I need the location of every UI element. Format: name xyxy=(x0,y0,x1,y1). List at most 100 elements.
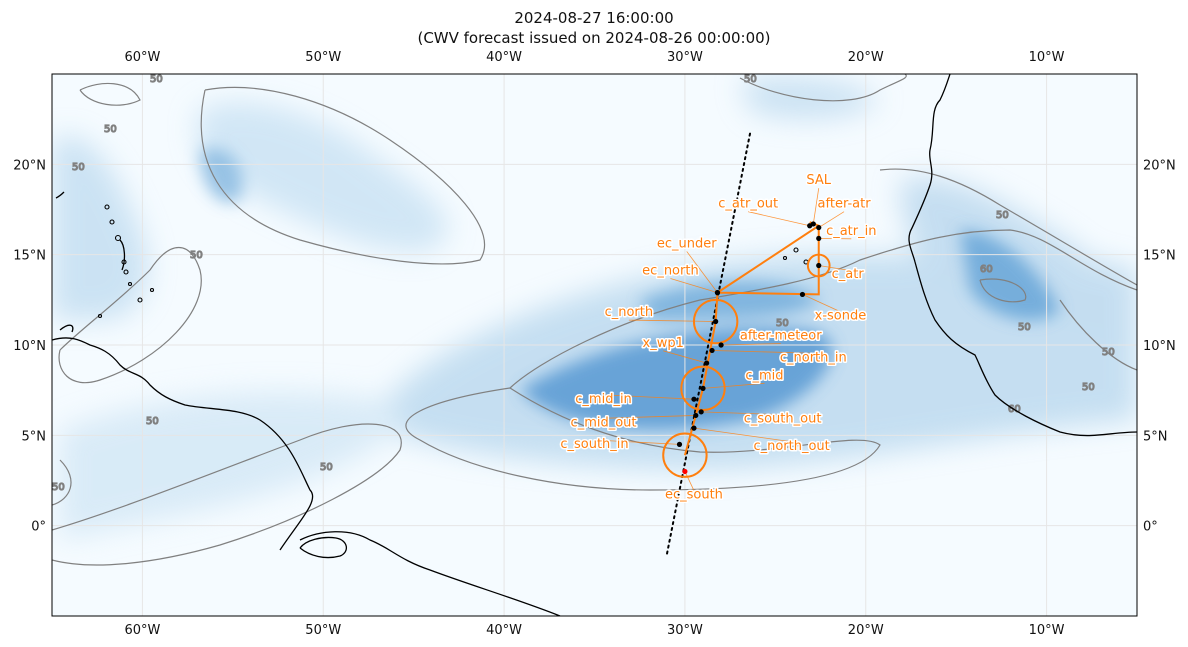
contour-label: 50 xyxy=(150,74,163,85)
waypoint-label-sal: SAL xyxy=(806,173,831,188)
lon-tick-label-top: 40°W xyxy=(486,50,522,65)
waypoint-c-north-out xyxy=(691,425,697,431)
contour-label: 60 xyxy=(980,264,993,275)
leader-after-atr xyxy=(818,211,845,228)
waypoint-label-c-south-out: c_south_out xyxy=(744,412,822,427)
waypoint-c-south-in xyxy=(676,441,683,447)
lat-tick-label-right: 0° xyxy=(1143,520,1158,535)
lat-tick-label-right: 5°N xyxy=(1143,429,1168,444)
contour-label: 50 xyxy=(776,318,789,329)
axis-ticks: 60°W 60°W 50°W 50°W 40°W 40°W 30°W 30°W 20°W 20°W… xyxy=(13,50,1176,638)
waypoint-ec-north xyxy=(714,290,721,296)
contour-label: 50 xyxy=(996,210,1009,221)
contour-label: 50 xyxy=(146,416,159,427)
waypoint-label-c-mid: c_mid xyxy=(745,368,783,383)
leader-c-mid xyxy=(702,382,765,389)
leader-c-atr-out xyxy=(748,211,810,227)
lon-tick-label-bottom: 30°W xyxy=(667,623,703,638)
leader-c-south-in xyxy=(594,439,680,445)
lat-tick-label-left: 0° xyxy=(31,520,46,535)
lon-tick-label-top: 60°W xyxy=(124,50,160,65)
lon-tick-label-top: 20°W xyxy=(848,50,884,65)
graticule xyxy=(52,74,1137,616)
lon-tick-label-bottom: 60°W xyxy=(124,623,160,638)
waypoint-label-after-meteor: after-meteor xyxy=(740,329,822,344)
contour-label: 50 xyxy=(1102,347,1115,358)
waypoint-label-ec-north: ec_north xyxy=(642,264,699,279)
waypoint-c-atr xyxy=(816,262,822,269)
waypoint-x-wp1 xyxy=(704,360,710,366)
map-frame xyxy=(51,73,1138,617)
leader-x-sonde xyxy=(802,294,841,313)
flight-track xyxy=(683,221,821,456)
lat-tick-label-left: 5°N xyxy=(22,429,47,444)
figure-title-line1: 2024-08-27 16:00:00 xyxy=(514,9,674,27)
coastlines xyxy=(52,74,1137,616)
figure-title-line2: (CWV forecast issued on 2024-08-26 00:00… xyxy=(417,29,771,47)
lon-tick-label-top: 30°W xyxy=(667,50,703,65)
leader-ec-north xyxy=(670,278,718,293)
waypoint-c-atr-in xyxy=(816,235,822,242)
waypoint-c-north-in xyxy=(709,347,715,354)
lat-tick-label-left: 10°N xyxy=(13,339,46,354)
leader-c-north-in xyxy=(712,350,814,354)
waypoint-c-mid xyxy=(700,385,706,391)
leader-ec-under xyxy=(686,251,718,293)
waypoint-label-x-sonde: x-sonde xyxy=(815,309,867,324)
lat-tick-label-right: 20°N xyxy=(1143,158,1176,173)
waypoint-after-atr xyxy=(816,224,822,231)
waypoint-label-ec-under: ec_under xyxy=(657,236,717,251)
waypoint-label-c-north-out: c_north_out xyxy=(753,439,829,454)
contour-label: 50 xyxy=(190,250,203,261)
leader-c-north-out xyxy=(693,427,792,443)
flight-circle-c-atr xyxy=(806,253,831,278)
waypoints-layer: SAL c_atr_out after-atr c_atr_in c_atr x-sond… xyxy=(559,172,878,504)
contour-label: 50 xyxy=(1082,382,1095,393)
waypoint-c-north xyxy=(713,318,719,325)
waypoint-label-ec-south: ec_south xyxy=(665,488,723,503)
leader-c-north xyxy=(628,319,716,322)
lon-tick-label-bottom: 50°W xyxy=(305,623,341,638)
lon-tick-label-top: 10°W xyxy=(1029,50,1065,65)
contour-label: 50 xyxy=(744,74,757,85)
waypoint-x-sonde xyxy=(799,291,806,298)
leader-c-mid-out xyxy=(603,415,696,419)
waypoint-label-c-north-in: c_north_in xyxy=(780,350,847,365)
lon-tick-label-bottom: 20°W xyxy=(848,623,884,638)
lat-tick-label-left: 15°N xyxy=(13,249,46,264)
lon-tick-label-bottom: 40°W xyxy=(486,623,522,638)
waypoint-c-atr-out xyxy=(807,223,813,229)
waypoint-label-c-mid-out: c_mid_out xyxy=(571,415,637,430)
waypoint-label-after-atr: after-atr xyxy=(818,197,872,212)
waypoint-c-south-out xyxy=(698,409,704,415)
leader-sal xyxy=(812,188,820,225)
waypoint-label-c-atr-out: c_atr_out xyxy=(718,197,778,212)
satellite-track xyxy=(665,132,752,556)
contour-label: 50 xyxy=(104,124,117,135)
lon-tick-label-bottom: 10°W xyxy=(1029,623,1065,638)
cwv-field xyxy=(52,77,1137,540)
waypoint-c-mid-out xyxy=(693,412,699,419)
waypoint-label-c-atr: c_atr xyxy=(832,267,865,282)
lat-tick-label-right: 10°N xyxy=(1143,339,1176,354)
waypoint-label-c-mid-in: c_mid_in xyxy=(575,392,632,407)
contour-label: 50 xyxy=(72,162,85,173)
contour-label: 50 xyxy=(52,482,65,493)
lat-tick-label-left: 20°N xyxy=(13,158,46,173)
waypoint-ec-south xyxy=(682,468,688,475)
leader-c-mid-in xyxy=(603,394,694,400)
waypoint-label-c-south-in: c_south_in xyxy=(560,437,628,452)
flight-circle-c-south xyxy=(662,432,708,478)
leader-ec-south xyxy=(684,471,695,491)
waypoint-c-mid-in xyxy=(691,396,697,402)
leader-c-atr xyxy=(818,265,848,271)
leader-x-wp1 xyxy=(663,350,707,364)
contour-label: 50 xyxy=(1018,322,1031,333)
lat-tick-label-right: 15°N xyxy=(1143,249,1176,264)
leader-c-south-out xyxy=(701,411,783,416)
waypoint-label-c-north: c_north xyxy=(605,305,654,320)
leader-after-meteor xyxy=(721,343,781,346)
islands xyxy=(97,204,809,319)
